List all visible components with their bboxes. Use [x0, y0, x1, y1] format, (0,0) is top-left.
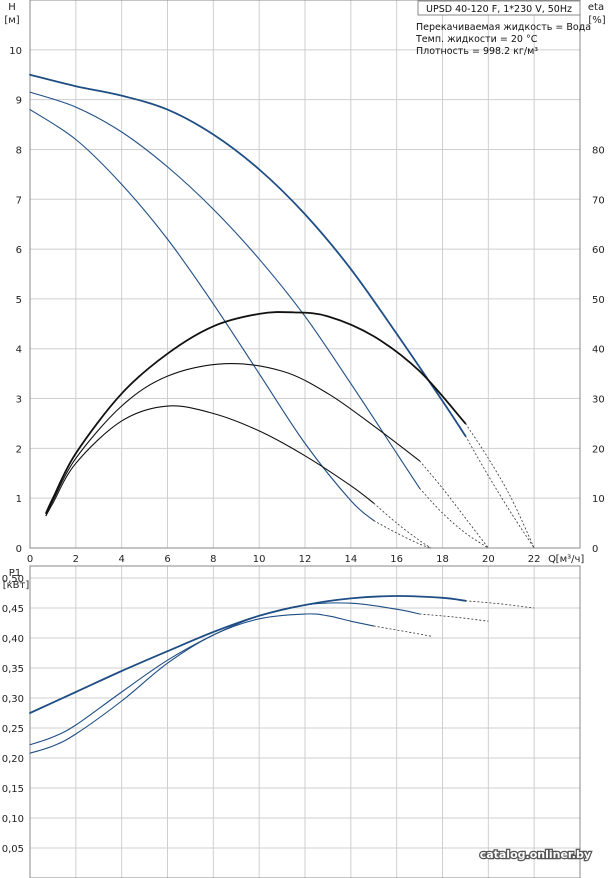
efficiency-curve-3 — [45, 311, 467, 515]
y-right-tick-label: 60 — [592, 245, 605, 256]
head-curve-0 — [29, 73, 467, 437]
power-curve-extension-2 — [373, 625, 432, 637]
power-curve-extension-1 — [419, 613, 489, 622]
chart-title: UPSD 40-120 F, 1*230 V, 50Hz — [426, 4, 572, 15]
efficiency-curve-extension-3 — [465, 423, 535, 549]
y-left-tick-label: 8 — [16, 145, 22, 156]
y-left-tick-label: 10 — [9, 46, 22, 57]
power-tick-label: 0,50 — [2, 574, 24, 585]
hq-chart-frame — [29, 0, 581, 549]
watermark: catalog.onliner.by — [478, 847, 592, 863]
y-left-tick-label: 7 — [16, 195, 22, 206]
info-line-temperature: Темп. жидкости = 20 °C — [415, 34, 538, 45]
power-tick-label: 0,40 — [2, 634, 24, 645]
x-tick-label: 22 — [528, 554, 541, 565]
power-tick-label: 0,15 — [2, 784, 24, 795]
power-tick-label: 0,20 — [2, 754, 24, 765]
watermark-text: catalog.onliner.by — [480, 848, 591, 861]
power-curve-extension-0 — [465, 600, 535, 609]
efficiency-curve-extension-4 — [419, 460, 489, 549]
x-tick-label: 20 — [482, 554, 495, 565]
x-tick-label: 4 — [118, 554, 124, 565]
head-curve-extension-1 — [419, 487, 489, 549]
x-tick-label: 18 — [436, 554, 449, 565]
title-box — [417, 0, 581, 16]
x-tick-label: 16 — [390, 554, 403, 565]
x-tick-label: 14 — [344, 554, 357, 565]
info-line-density: Плотность = 998.2 кг/м³ — [416, 46, 538, 57]
x-tick-label: 2 — [73, 554, 79, 565]
efficiency-curve-4 — [45, 362, 421, 517]
info-line-liquid: Перекачиваемая жидкость = Вода — [416, 22, 591, 33]
y-left-tick-label: 9 — [16, 96, 22, 107]
y-right-tick-label: 70 — [592, 195, 605, 206]
x-tick-label: 10 — [253, 554, 266, 565]
power-tick-label: 0,45 — [2, 604, 24, 615]
y-right-tick-label: 50 — [592, 295, 605, 306]
y-left-tick-label: 5 — [16, 295, 22, 306]
y-right-tick-label: 0 — [592, 544, 598, 555]
y-right-tick-label: 10 — [592, 494, 605, 505]
efficiency-curve-extension-5 — [373, 502, 432, 549]
y-left-symbol: H — [8, 2, 16, 13]
power-curve-1 — [29, 602, 421, 746]
power-axis-symbol: P1 — [9, 568, 21, 579]
x-tick-label: 0 — [27, 554, 33, 565]
y-left-tick-label: 6 — [16, 245, 22, 256]
y-left-unit: [м] — [4, 15, 19, 26]
power-tick-label: 0,05 — [2, 844, 24, 855]
head-curve-1 — [29, 91, 421, 489]
y-right-tick-label: 30 — [592, 395, 605, 406]
hq-chart-grid — [30, 0, 580, 548]
y-right-unit: [%] — [588, 15, 605, 26]
power-axis-unit: [кВт] — [3, 580, 30, 591]
y-right-tick-label: 80 — [592, 145, 605, 156]
power-chart-grid — [30, 566, 580, 878]
head-curve-extension-2 — [373, 520, 432, 549]
x-axis-unit: [м³/ч] — [556, 554, 585, 565]
y-right-symbol: eta — [588, 2, 604, 13]
y-left-tick-label: 3 — [16, 395, 22, 406]
x-tick-label: 8 — [210, 554, 216, 565]
head-curve-extension-0 — [465, 435, 535, 549]
y-left-tick-label: 0 — [16, 544, 22, 555]
y-left-tick-label: 1 — [16, 494, 22, 505]
x-tick-label: 6 — [164, 554, 170, 565]
power-tick-label: 0,30 — [2, 694, 24, 705]
power-tick-label: 0,25 — [2, 724, 24, 735]
efficiency-curve-5 — [45, 405, 375, 517]
power-curve-0 — [29, 595, 467, 714]
power-tick-label: 0,10 — [2, 814, 24, 825]
y-right-tick-label: 20 — [592, 444, 605, 455]
y-right-tick-label: 40 — [592, 345, 605, 356]
head-curve-2 — [29, 109, 375, 522]
power-tick-label: 0,35 — [2, 664, 24, 675]
power-chart-frame — [29, 565, 581, 878]
y-left-tick-label: 2 — [16, 444, 22, 455]
y-left-tick-label: 4 — [16, 345, 22, 356]
power-curve-2 — [29, 613, 375, 754]
x-axis-symbol: Q — [548, 554, 556, 565]
x-tick-label: 12 — [299, 554, 312, 565]
